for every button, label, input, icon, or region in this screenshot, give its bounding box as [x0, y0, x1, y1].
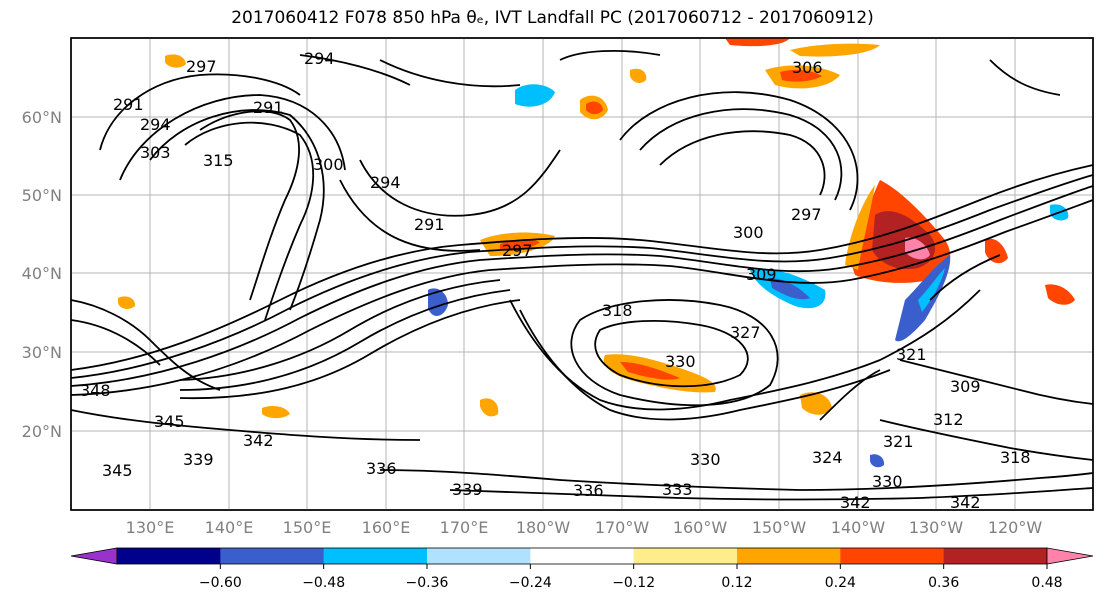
lon-label: 130°E: [126, 518, 175, 537]
contour-label: 318: [1000, 448, 1031, 467]
colorbar-segment: [427, 548, 531, 564]
lat-label: 60°N: [22, 108, 62, 127]
contour-label: 291: [253, 98, 284, 117]
lon-label: 160°W: [673, 518, 728, 537]
lat-label: 30°N: [22, 343, 62, 362]
contour-label: 312: [933, 410, 964, 429]
contour-label: 342: [950, 493, 981, 512]
contour-label: 345: [102, 461, 133, 480]
contour-label: 321: [883, 432, 914, 451]
contour-label: 348: [80, 381, 111, 400]
contour-label: 300: [733, 223, 764, 242]
contour-label: 321: [896, 345, 927, 364]
contour-label: 291: [414, 215, 445, 234]
lon-label: 140°E: [205, 518, 254, 537]
longitude-axis: 130°E 140°E 150°E 160°E 170°E 180°W 170°…: [126, 518, 1043, 537]
contour-label: 327: [730, 323, 761, 342]
colorbar-tick-label: 0.48: [1031, 575, 1062, 591]
contour-label: 330: [872, 472, 903, 491]
latitude-axis: 60°N 50°N 40°N 30°N 20°N: [22, 108, 62, 441]
lon-label: 160°E: [362, 518, 411, 537]
contour-label: 330: [665, 352, 696, 371]
colorbar: −0.60 −0.48 −0.36 −0.24 −0.12 0.12 0.24 0.36 0.4…: [70, 547, 1094, 591]
colorbar-tick-label: −0.24: [509, 575, 552, 591]
lon-label: 180°W: [516, 518, 571, 537]
colorbar-segment: [633, 548, 738, 564]
contour-label: 342: [840, 493, 871, 512]
contour-label: 300: [313, 155, 344, 174]
contour-label: 291: [113, 95, 144, 114]
colorbar-segment: [530, 548, 635, 564]
colorbar-extend-min: [70, 547, 118, 565]
colorbar-tick-label: −0.36: [406, 575, 449, 591]
colorbar-extend-max: [1046, 547, 1094, 565]
contour-label: 309: [950, 377, 981, 396]
contour-label: 324: [812, 448, 843, 467]
lat-label: 40°N: [22, 264, 62, 283]
contour-label: 309: [746, 265, 777, 284]
contour-label: 345: [154, 412, 185, 431]
colorbar-segment: [220, 548, 325, 564]
colorbar-tick-label: 0.24: [825, 575, 856, 591]
contour-label: 297: [791, 205, 822, 224]
contour-label: 303: [140, 143, 171, 162]
colorbar-segment: [117, 548, 221, 564]
lon-label: 130°W: [909, 518, 964, 537]
lon-label: 120°W: [988, 518, 1043, 537]
map-title: 2017060412 F078 850 hPa θₑ, IVT Landfall…: [231, 8, 874, 28]
lat-label: 20°N: [22, 422, 62, 441]
contour-label: 294: [140, 115, 171, 134]
contour-label: 336: [573, 481, 604, 500]
contour-label: 336: [366, 459, 397, 478]
contour-label: 294: [304, 49, 335, 68]
colorbar-tick-label: 0.12: [721, 575, 752, 591]
contour-label: 342: [243, 431, 274, 450]
contour-label: 297: [502, 241, 533, 260]
lon-label: 150°E: [283, 518, 332, 537]
contour-label: 297: [186, 57, 217, 76]
contour-label: 339: [183, 450, 214, 469]
contour-label: 339: [452, 480, 483, 499]
colorbar-tick-label: −0.12: [612, 575, 655, 591]
contour-label: 315: [203, 151, 234, 170]
lon-label: 170°W: [595, 518, 650, 537]
theta-e-contours: [70, 49, 1094, 501]
lon-label: 140°W: [831, 518, 886, 537]
colorbar-segment: [943, 548, 1048, 564]
lon-label: 170°E: [440, 518, 489, 537]
lon-label: 150°W: [752, 518, 807, 537]
colorbar-segment: [323, 548, 428, 564]
colorbar-tick-label: −0.60: [199, 575, 242, 591]
contour-label: 294: [370, 173, 401, 192]
colorbar-tick-label: 0.36: [928, 575, 959, 591]
contour-labels: 297 294 291 294 291 303 315 300 294 291 …: [80, 49, 1031, 512]
contour-label: 333: [662, 480, 693, 499]
contour-label: 306: [792, 58, 823, 77]
contour-label: 330: [690, 450, 721, 469]
colorbar-segment: [840, 548, 945, 564]
colorbar-tick-label: −0.48: [302, 575, 345, 591]
contour-label: 318: [602, 301, 633, 320]
colorbar-segment: [737, 548, 841, 564]
map-panel: 297 294 291 294 291 303 315 300 294 291 …: [70, 37, 1094, 512]
lat-label: 50°N: [22, 186, 62, 205]
